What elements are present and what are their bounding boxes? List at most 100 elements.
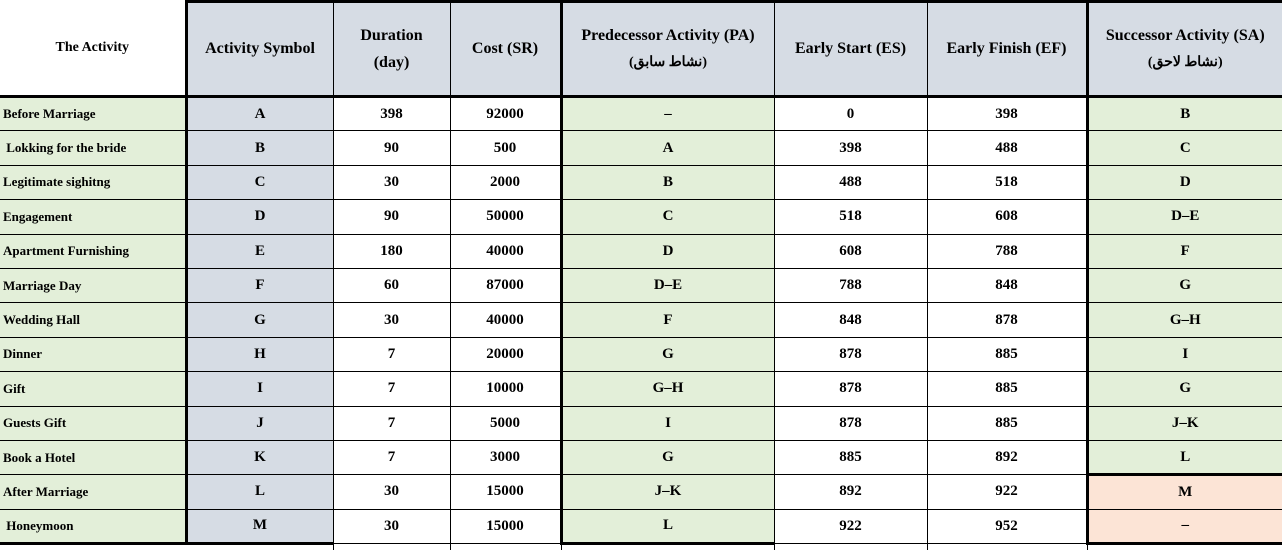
cell-activity: Lokking for the bride (0, 130, 187, 166)
cell-successor: G (1085, 371, 1282, 407)
cell-symbol: B (184, 130, 334, 166)
cell-activity: Honeymoon (0, 508, 187, 546)
cell-cost: 50000 (449, 199, 562, 235)
cell-activity: Dinner (0, 336, 187, 373)
cell-predecessor: C (559, 199, 775, 235)
cell-symbol: I (184, 371, 334, 407)
table-row: Guests Gift J 7 5000 I 878 885 J–K (0, 405, 1282, 441)
cell-cost: 15000 (449, 474, 562, 510)
cell-ef: 488 (926, 130, 1088, 166)
cell-predecessor: B (559, 164, 775, 201)
table-row: Engagement D 90 50000 C 518 608 D–E (0, 199, 1282, 235)
table-row: After Marriage L 30 15000 J–K 892 922 M (0, 473, 1282, 510)
cell-es: 848 (773, 302, 928, 338)
cropped-cell (186, 543, 333, 550)
cell-cost: 5000 (449, 405, 562, 441)
col-header-duration-label: Duration (360, 26, 423, 44)
cell-ef: 952 (926, 508, 1088, 545)
cell-cost: 40000 (449, 233, 562, 269)
cell-ef: 885 (926, 371, 1088, 407)
cell-symbol: L (184, 474, 334, 510)
cell-es: 788 (773, 267, 928, 304)
cell-ef: 922 (926, 474, 1088, 510)
cell-es: 878 (773, 371, 928, 407)
cell-ef: 518 (926, 164, 1088, 201)
cell-ef: 608 (926, 199, 1088, 235)
cell-duration: 60 (332, 267, 451, 304)
cell-duration: 180 (332, 233, 451, 269)
cell-es: 892 (773, 474, 928, 510)
table-row: Lokking for the bride B 90 500 A 398 488 C (0, 130, 1282, 166)
cell-duration: 30 (332, 474, 451, 510)
cell-ef: 892 (926, 439, 1088, 476)
cell-duration: 30 (332, 302, 451, 338)
cell-cost: 15000 (449, 508, 562, 545)
col-header-duration: Duration (day) (332, 0, 451, 98)
cell-predecessor: D (559, 233, 775, 269)
cropped-cell (0, 543, 186, 550)
cell-es: 488 (773, 164, 928, 201)
cropped-cell (332, 543, 451, 550)
col-header-cost: Cost (SR) (449, 0, 562, 98)
cell-duration: 7 (332, 439, 451, 476)
cell-activity: Guests Gift (0, 405, 187, 441)
table-row: Dinner H 7 20000 G 878 885 I (0, 336, 1282, 373)
cell-ef: 848 (926, 267, 1088, 304)
cell-predecessor: – (559, 95, 775, 132)
cropped-cell (1087, 543, 1282, 550)
cell-symbol: K (184, 439, 334, 476)
cell-predecessor: A (559, 130, 775, 166)
col-header-symbol: Activity Symbol (184, 0, 334, 98)
cell-successor: G (1085, 267, 1282, 304)
table-row: Before Marriage A 398 92000–0 398 B (0, 95, 1282, 132)
cell-duration: 30 (332, 508, 451, 545)
col-header-early-finish: Early Finish (EF) (926, 0, 1088, 98)
table-row: Book a Hotel K 7 3000 G 885 892 L (0, 439, 1282, 476)
cell-predecessor: G (559, 439, 775, 476)
cell-ef: 788 (926, 233, 1088, 269)
cell-duration: 90 (332, 199, 451, 235)
cell-cost: 2000 (449, 164, 562, 201)
cropped-cell (449, 543, 562, 550)
cell-symbol: E (184, 233, 334, 269)
cell-successor: J–K (1085, 405, 1282, 441)
cell-es: 0 (773, 95, 928, 132)
table-row: Marriage Day F 60 87000 D–E 788 848 G (0, 267, 1282, 304)
cell-activity: Book a Hotel (0, 439, 187, 476)
col-header-successor-arabic: (نشاط لاحق) (1147, 55, 1223, 70)
table-body: Before Marriage A 398 92000–0 398 B Lokking f… (0, 95, 1282, 550)
cropped-cell (561, 543, 774, 550)
cell-es: 922 (773, 508, 928, 545)
cell-predecessor: G (559, 336, 775, 373)
cell-duration: 7 (332, 336, 451, 373)
cell-activity: After Marriage (0, 474, 187, 510)
col-header-early-start: Early Start (ES) (773, 0, 928, 98)
cell-activity: Apartment Furnishing (0, 233, 187, 269)
col-header-predecessor-arabic: (نشاط سابق) (628, 55, 707, 70)
cell-cost: 10000 (449, 371, 562, 407)
cell-activity: Marriage Day (0, 267, 187, 304)
cell-symbol: A (184, 95, 334, 132)
cell-ef: 878 (926, 302, 1088, 338)
cell-es: 518 (773, 199, 928, 235)
cell-predecessor: D–E (559, 267, 775, 304)
cropped-next-row (0, 543, 1282, 550)
cell-successor: L (1085, 439, 1282, 476)
cell-duration: 30 (332, 164, 451, 201)
cell-symbol: C (184, 164, 334, 201)
col-header-successor-label: Successor Activity (SA) (1105, 27, 1265, 44)
cell-cost: 20000 (449, 336, 562, 373)
cell-es: 608 (773, 233, 928, 269)
cell-duration: 398 (332, 95, 451, 132)
col-header-predecessor-label: Predecessor Activity (PA) (581, 27, 755, 44)
cell-cost: 40000 (449, 302, 562, 338)
cell-successor: D (1085, 164, 1282, 201)
col-header-predecessor: Predecessor Activity (PA) (نشاط سابق) (559, 0, 775, 98)
cell-es: 878 (773, 405, 928, 441)
cell-symbol: F (184, 267, 334, 304)
cell-activity: Engagement (0, 199, 187, 235)
cell-successor: F (1085, 233, 1282, 269)
cell-predecessor: L (559, 508, 775, 546)
cell-cost: 3000 (449, 439, 562, 476)
cell-successor: D–E (1085, 199, 1282, 235)
